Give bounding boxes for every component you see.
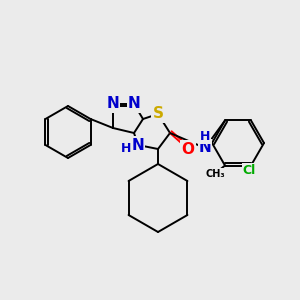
Text: CH₃: CH₃: [205, 169, 225, 178]
Text: N: N: [106, 97, 119, 112]
Text: H: H: [200, 130, 210, 143]
Text: N: N: [128, 97, 140, 112]
Text: Cl: Cl: [242, 164, 256, 177]
Text: N: N: [132, 137, 144, 152]
Text: S: S: [152, 106, 164, 122]
Text: O: O: [182, 142, 194, 157]
Text: H: H: [121, 142, 131, 155]
Text: N: N: [199, 140, 212, 155]
